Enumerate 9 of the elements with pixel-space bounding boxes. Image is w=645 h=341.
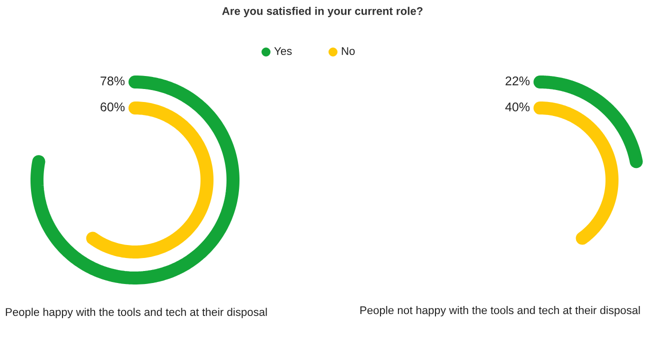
text: Are you satisfied in your current role?	[222, 6, 423, 18]
data-label: 78%	[100, 76, 125, 86]
data-label: 40%	[505, 102, 530, 112]
category-label: People not happy with the tools and tech at their disposal	[360, 306, 640, 316]
legend-label: Yes	[274, 47, 292, 55]
data-label: 22%	[506, 76, 530, 86]
data-label: 60%	[100, 102, 125, 112]
category-label: People happy with the tools and tech at their disposal	[6, 308, 267, 318]
legend-label: No	[342, 47, 355, 55]
